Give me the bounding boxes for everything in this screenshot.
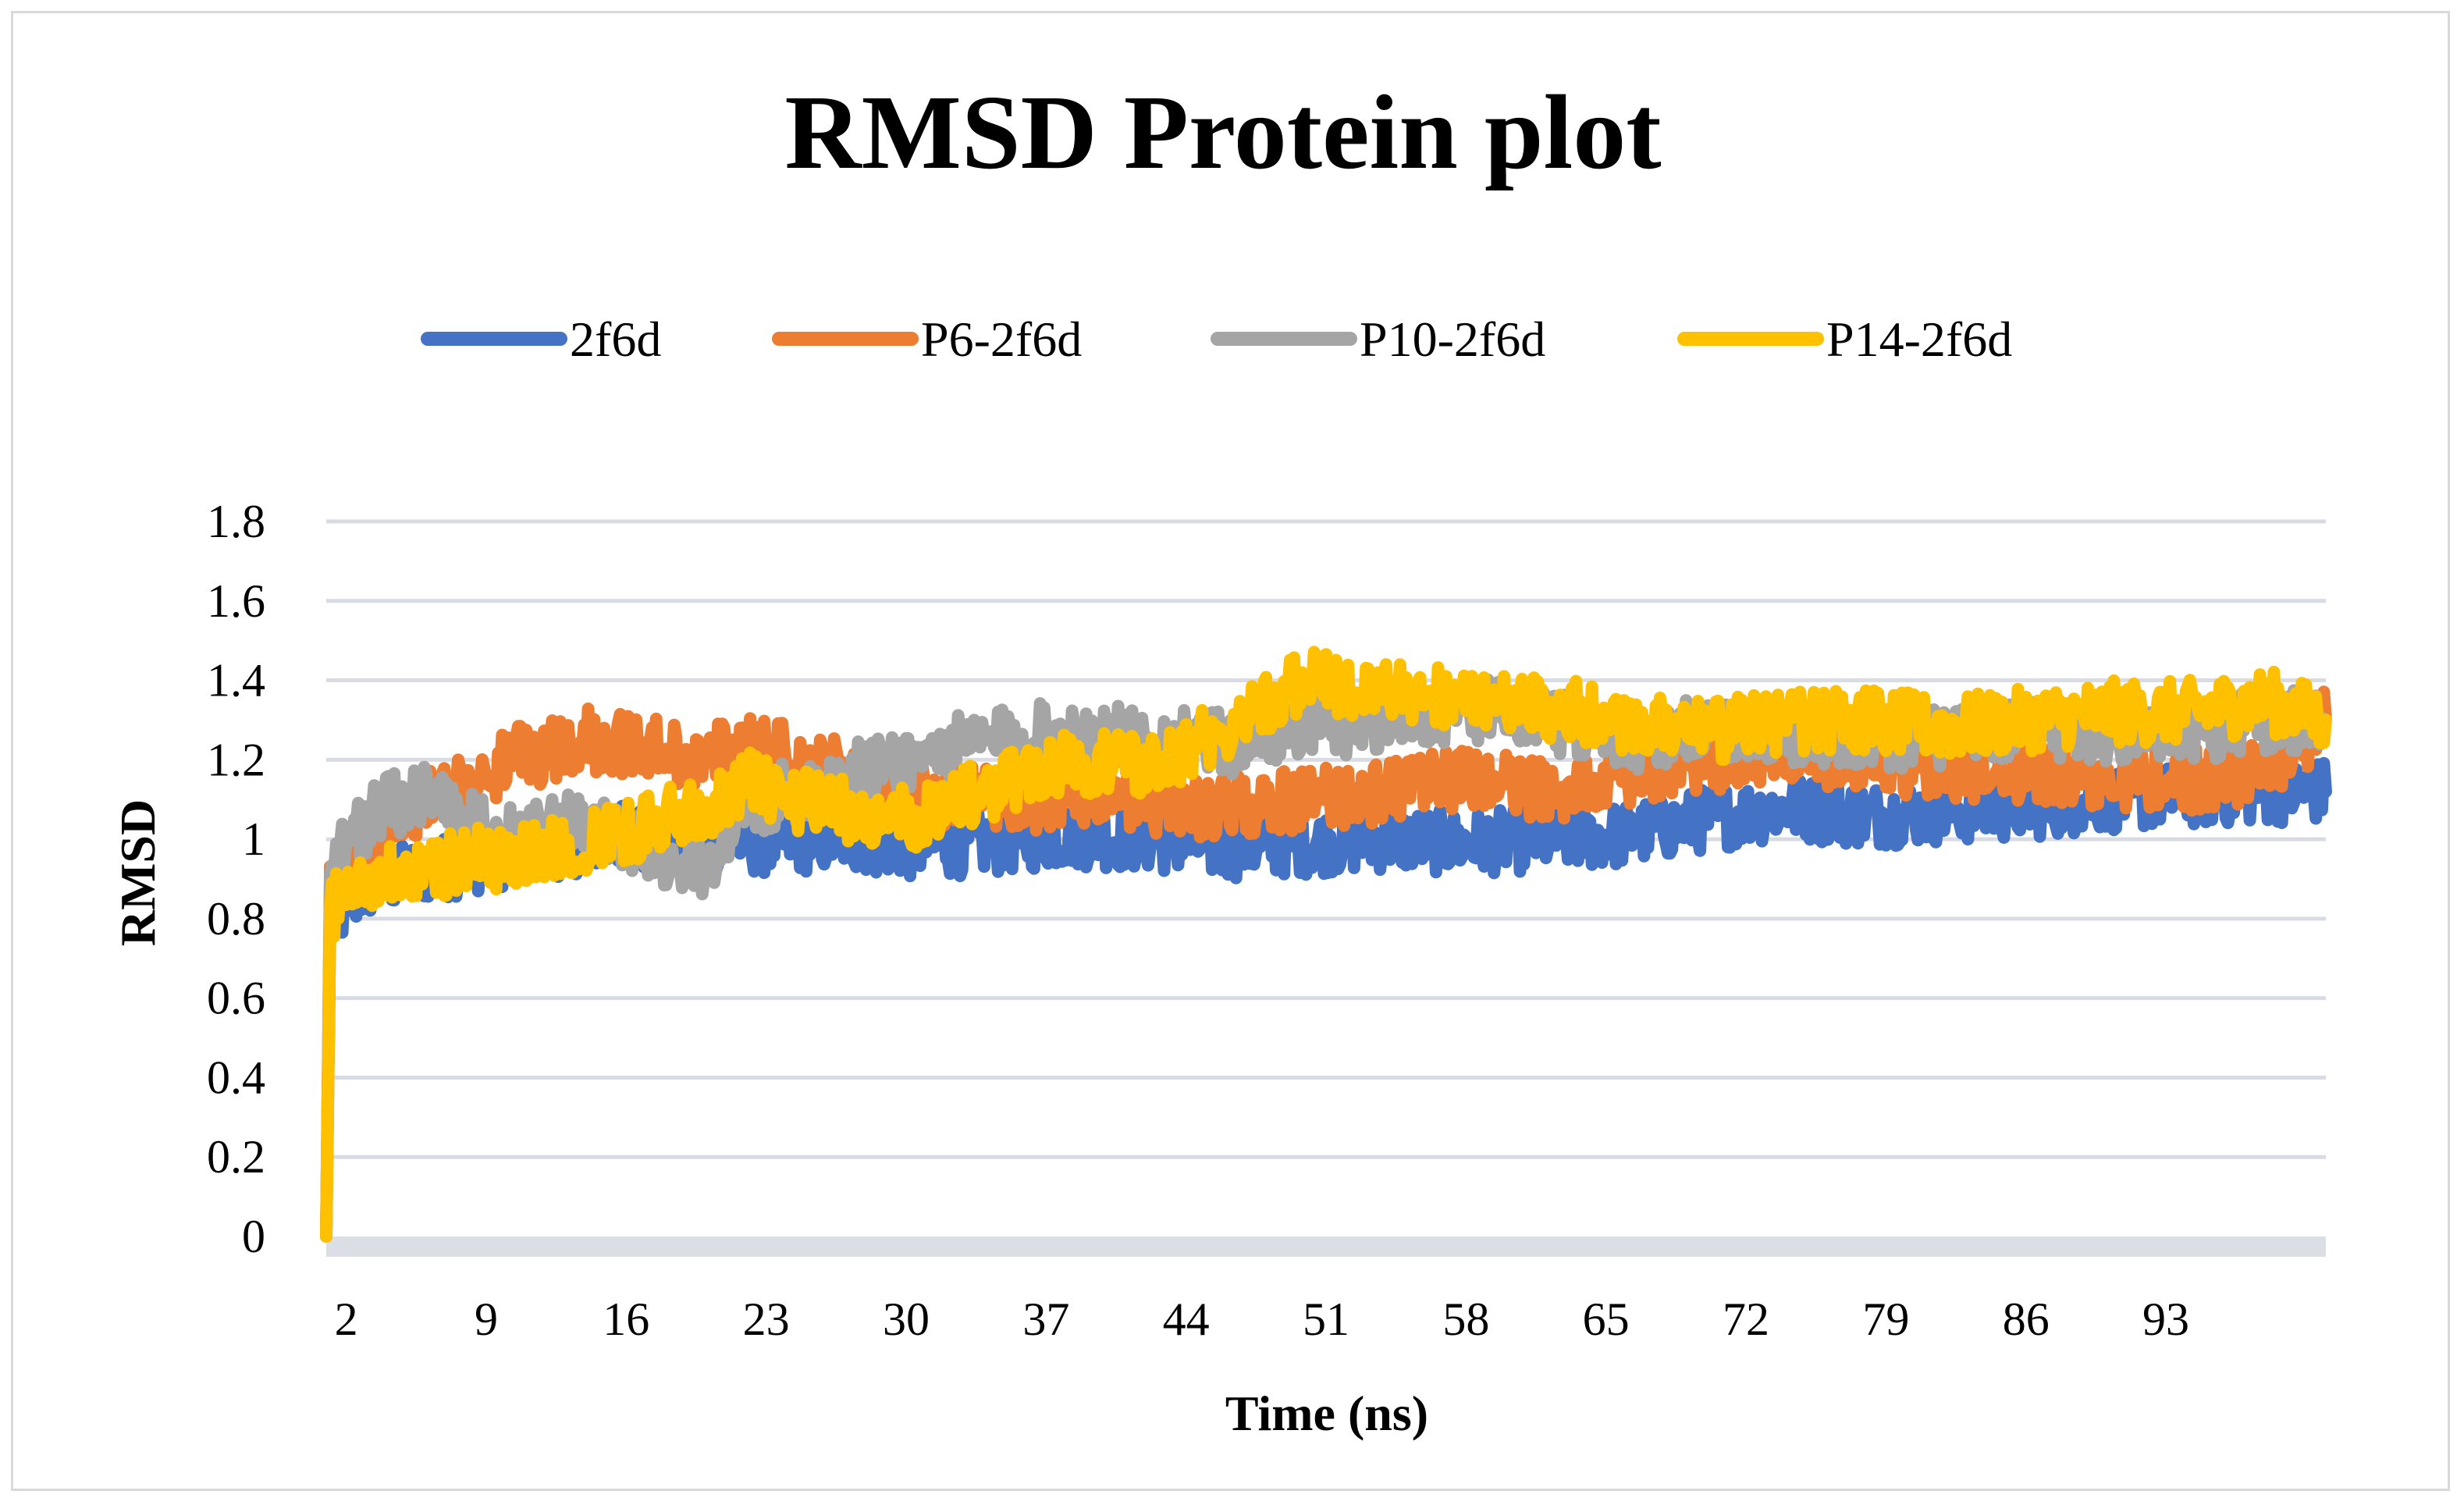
legend: 2f6d P6-2f6d P10-2f6d P14-2f6d [421,311,2012,367]
y-tick-label: 0.6 [207,973,265,1024]
series-line-p6-2f6d [320,685,2332,1243]
x-tick-label: 93 [2142,1293,2189,1345]
y-tick-label: 1 [242,813,265,865]
legend-label: P10-2f6d [1360,311,1545,367]
x-tick-label: 23 [743,1293,790,1345]
y-tick-label: 1.2 [207,734,265,785]
y-axis-tick-labels: 0 0.2 0.4 0.6 0.8 1 1.2 1.4 1.6 1.8 [207,496,265,1262]
x-axis-title: Time (ns) [1225,1386,1428,1441]
x-axis-tick-labels: 2 9 16 23 30 37 44 51 58 65 72 79 86 93 [335,1293,2189,1345]
y-tick-label: 0 [242,1211,265,1262]
x-tick-label: 65 [1583,1293,1630,1345]
legend-label: 2f6d [570,311,661,367]
x-tick-label: 79 [1862,1293,1909,1345]
x-tick-label: 37 [1022,1293,1069,1345]
x-tick-label: 9 [475,1293,498,1345]
series-line-p14-2f6d [320,646,2332,1243]
legend-label: P14-2f6d [1826,311,2012,367]
chart-title: RMSD Protein plot [784,74,1661,191]
legend-label: P6-2f6d [921,311,1082,367]
y-tick-label: 1.8 [207,496,265,547]
y-tick-label: 0.4 [207,1051,265,1103]
gridlines [326,519,2326,1257]
x-tick-label: 86 [2003,1293,2050,1345]
x-tick-label: 16 [603,1293,649,1345]
y-tick-label: 0.8 [207,893,265,945]
x-tick-label: 44 [1163,1293,1210,1345]
y-tick-label: 1.6 [207,575,265,627]
x-tick-label: 51 [1303,1293,1349,1345]
x-tick-label: 72 [1723,1293,1769,1345]
x-tick-label: 58 [1442,1293,1489,1345]
y-axis-title: RMSD [110,799,165,946]
y-tick-label: 1.4 [207,655,265,706]
x-tick-label: 30 [883,1293,930,1345]
series-lines [320,646,2332,1243]
x-tick-label: 2 [335,1293,358,1345]
y-tick-label: 0.2 [207,1131,265,1183]
